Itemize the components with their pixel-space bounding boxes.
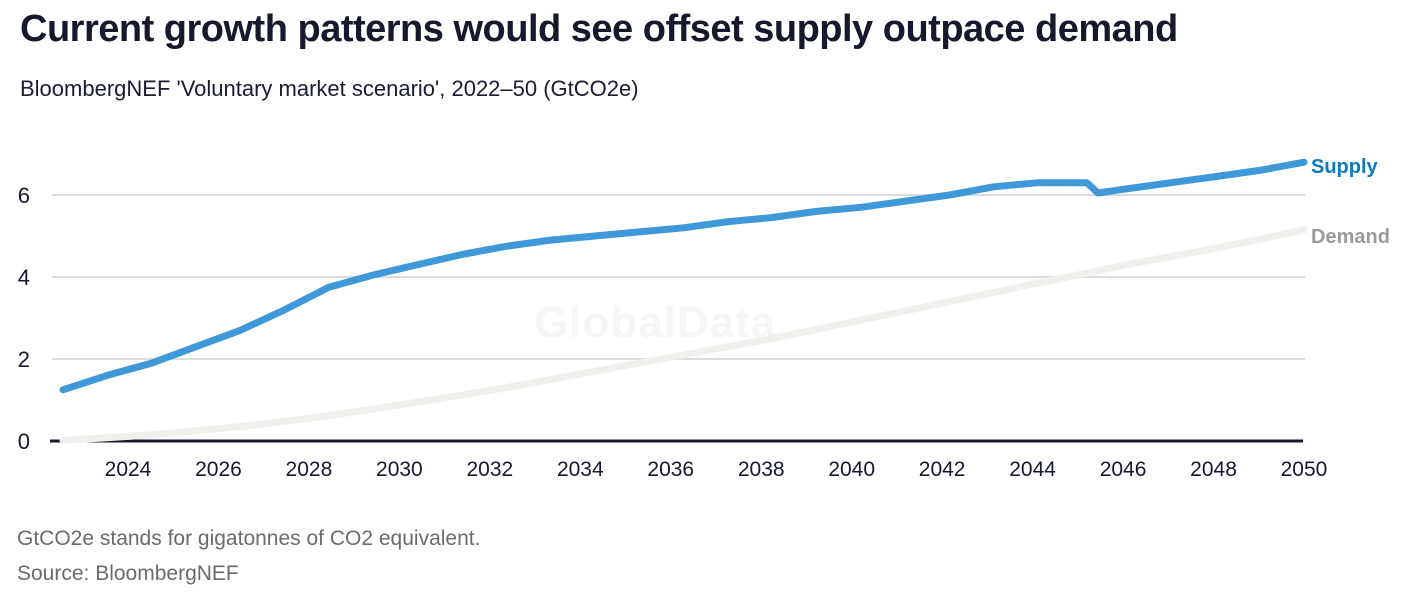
x-tick-label: 2028 <box>286 458 333 481</box>
x-tick-label: 2024 <box>105 458 152 481</box>
y-tick-label: 0 <box>18 429 30 454</box>
demand-line <box>59 226 1308 444</box>
x-tick-label: 2026 <box>195 458 242 481</box>
x-tick-label: 2038 <box>738 458 785 481</box>
x-tick-label: 2046 <box>1100 458 1147 481</box>
globaldata-watermark: GlobalData <box>534 298 777 347</box>
chart-title: Current growth patterns would see offset… <box>20 8 1178 50</box>
demand-series-label: Demand <box>1311 226 1390 248</box>
x-tick-label: 2040 <box>828 458 875 481</box>
y-tick-label: 2 <box>18 347 30 372</box>
footnote-source: Source: BloombergNEF <box>17 562 239 585</box>
supply-series-label: Supply <box>1311 156 1378 178</box>
x-tick-label: 2036 <box>647 458 694 481</box>
footnote-definition: GtCO2e stands for gigatonnes of CO2 equi… <box>17 527 481 550</box>
y-tick-label: 4 <box>18 265 30 290</box>
x-tick-label: 2032 <box>466 458 513 481</box>
x-tick-label: 2030 <box>376 458 423 481</box>
x-tick-label: 2042 <box>919 458 966 481</box>
x-tick-label: 2034 <box>557 458 604 481</box>
y-tick-label: 6 <box>18 183 30 208</box>
chart-subtitle: BloombergNEF 'Voluntary market scenario'… <box>20 76 639 101</box>
x-tick-label: 2048 <box>1190 458 1237 481</box>
x-tick-label: 2050 <box>1281 458 1328 481</box>
x-tick-label: 2044 <box>1009 458 1056 481</box>
supply-line <box>59 158 1308 394</box>
